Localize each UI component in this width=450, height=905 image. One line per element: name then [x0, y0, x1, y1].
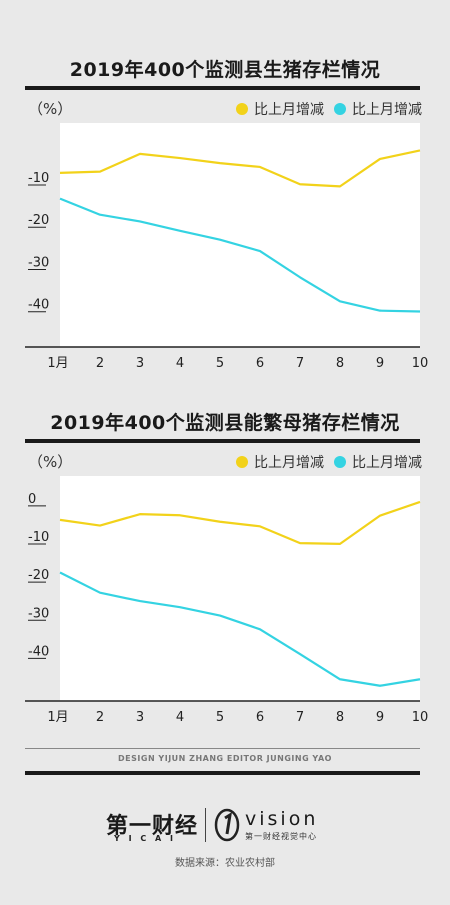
logo-divider	[205, 808, 206, 842]
y-tick-label: -40	[28, 298, 49, 313]
legend-label: 比上月增减	[254, 455, 324, 471]
series-line-cyan	[59, 571, 421, 687]
y-tick-label: -30	[28, 606, 49, 621]
series-line-yellow	[59, 149, 421, 188]
chart1-unit: （%）	[28, 100, 73, 118]
plot-background	[60, 476, 420, 701]
x-tick-label: 8	[336, 710, 344, 725]
x-tick-label: 10	[412, 710, 429, 725]
x-tick-label: 6	[256, 356, 264, 371]
x-tick-label: 1月	[47, 356, 68, 371]
y-tick-label: 0	[28, 492, 36, 507]
credits: DESIGN YIJUN ZHANG EDITOR JUNGING YAO	[118, 754, 332, 763]
y-tick-label: -30	[28, 255, 49, 270]
y-tick-label: -20	[28, 568, 49, 583]
x-tick-label: 6	[256, 710, 264, 725]
source-note: 数据来源：农业农村部	[175, 858, 275, 869]
x-tick-label: 4	[176, 356, 184, 371]
x-tick-label: 9	[376, 710, 384, 725]
vision-logo: vision	[245, 808, 319, 830]
x-tick-label: 2	[96, 710, 104, 725]
chart1-legend: 比上月增减 比上月增减	[226, 99, 422, 119]
x-tick-label: 5	[216, 356, 224, 371]
chart2-unit: （%）	[28, 453, 73, 471]
legend-dot-cyan	[334, 456, 346, 468]
vision-logo-icon	[214, 808, 240, 842]
x-tick-label: 2	[96, 356, 104, 371]
y-tick-label: -20	[28, 213, 49, 228]
series-line-cyan	[59, 197, 421, 313]
x-tick-label: 7	[296, 356, 304, 371]
x-tick-label: 10	[412, 356, 429, 371]
yicai-logo-sub: Y I C A I	[114, 834, 176, 843]
y-tick-label: -10	[28, 530, 49, 545]
chart2-title: 2019年400个监测县能繁母猪存栏情况	[50, 412, 400, 434]
x-tick-label: 3	[136, 710, 144, 725]
chart1-title-rule	[25, 86, 420, 90]
legend-label: 比上月增减	[254, 102, 324, 118]
y-tick-label: -40	[28, 644, 49, 659]
legend-label: 比上月增减	[352, 455, 422, 471]
x-tick-label: 8	[336, 356, 344, 371]
legend-label: 比上月增减	[352, 102, 422, 118]
x-tick-label: 1月	[47, 710, 68, 725]
x-tick-label: 5	[216, 710, 224, 725]
series-line-yellow	[59, 500, 421, 545]
legend-dot-cyan	[334, 103, 346, 115]
footer-divider	[25, 748, 420, 749]
x-tick-label: 3	[136, 356, 144, 371]
x-tick-label: 4	[176, 710, 184, 725]
chart2-title-rule	[25, 439, 420, 443]
x-tick-label: 9	[376, 356, 384, 371]
chart2-legend: 比上月增减 比上月增减	[226, 452, 422, 472]
legend-dot-yellow	[236, 103, 248, 115]
footer-rule	[25, 771, 420, 775]
x-tick-label: 7	[296, 710, 304, 725]
vision-logo-sub: 第一财经视觉中心	[245, 832, 317, 841]
yicai-logo: 第一财经	[106, 814, 199, 839]
legend-dot-yellow	[236, 456, 248, 468]
y-tick-label: -10	[28, 171, 49, 186]
chart1-title: 2019年400个监测县生猪存栏情况	[69, 59, 381, 81]
plot-background	[60, 123, 420, 347]
